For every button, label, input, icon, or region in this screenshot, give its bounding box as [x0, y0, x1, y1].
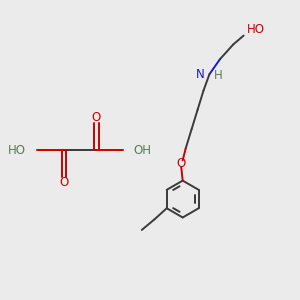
Text: O: O: [92, 111, 101, 124]
Text: O: O: [59, 176, 68, 189]
Text: OH: OH: [134, 143, 152, 157]
Text: N: N: [196, 68, 205, 81]
Text: H: H: [214, 69, 223, 82]
Text: HO: HO: [8, 143, 26, 157]
Text: HO: HO: [247, 23, 265, 36]
Text: O: O: [177, 157, 186, 170]
